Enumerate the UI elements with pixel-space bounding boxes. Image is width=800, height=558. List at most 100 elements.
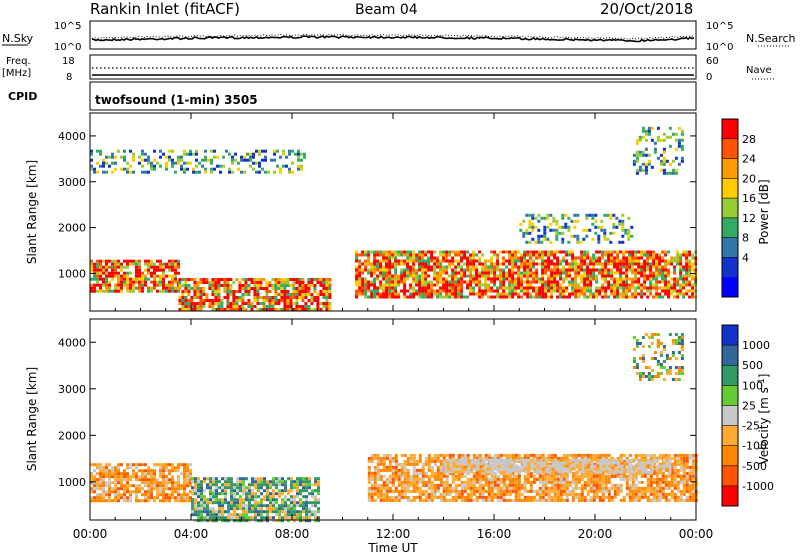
echo-cell: [645, 139, 648, 142]
echo-cell: [597, 226, 600, 229]
echo-cell: [461, 496, 464, 499]
echo-cell: [619, 269, 622, 272]
echo-cell: [600, 226, 603, 229]
echo-cell: [260, 507, 263, 510]
echo-cell: [452, 478, 455, 481]
echo-cell: [445, 257, 448, 260]
echo-cell: [197, 477, 200, 480]
echo-cell: [449, 484, 452, 487]
echo-cell: [209, 477, 212, 480]
echo-cell: [478, 272, 481, 275]
echo-cell: [663, 139, 666, 142]
echo-cell: [355, 278, 358, 281]
echo-cell: [649, 278, 652, 281]
echo-cell: [419, 478, 422, 481]
echo-cell: [482, 490, 485, 493]
echo-cell: [206, 504, 209, 507]
echo-cell: [317, 483, 320, 486]
echo-cell: [589, 272, 592, 275]
echo-cell: [506, 475, 509, 478]
echo-cell: [292, 281, 295, 284]
echo-cell: [239, 501, 242, 504]
echo-cell: [677, 481, 680, 484]
echo-cell: [518, 478, 521, 481]
echo-cell: [126, 162, 129, 165]
echo-cell: [403, 275, 406, 278]
echo-cell: [108, 290, 111, 293]
echo-cell: [373, 290, 376, 293]
echo-cell: [380, 490, 383, 493]
echo-cell: [380, 496, 383, 499]
echo-cell: [200, 483, 203, 486]
echo-cell: [208, 281, 211, 284]
echo-cell: [613, 287, 616, 290]
echo-cell: [481, 272, 484, 275]
echo-cell: [377, 463, 380, 466]
echo-cell: [310, 296, 313, 299]
echo-cell: [520, 275, 523, 278]
echo-cell: [236, 477, 239, 480]
echo-cell: [550, 272, 553, 275]
echo-cell: [577, 287, 580, 290]
echo-cell: [598, 257, 601, 260]
echo-cell: [691, 254, 694, 257]
echo-cell: [120, 487, 123, 490]
echo-cell: [531, 229, 534, 232]
echo-cell: [186, 493, 189, 496]
echo-cell: [505, 266, 508, 269]
echo-cell: [299, 513, 302, 516]
echo-cell: [512, 487, 515, 490]
echo-cell: [490, 296, 493, 299]
echo-cell: [656, 481, 659, 484]
echo-cell: [233, 510, 236, 513]
echo-cell: [595, 257, 598, 260]
echo-cell: [446, 499, 449, 502]
echo-cell: [135, 472, 138, 475]
echo-cell: [388, 257, 391, 260]
echo-cell: [108, 484, 111, 487]
echo-cell: [607, 281, 610, 284]
echo-cell: [162, 266, 165, 269]
echo-cell: [611, 475, 614, 478]
echo-cell: [508, 263, 511, 266]
echo-cell: [526, 296, 529, 299]
echo-cell: [517, 269, 520, 272]
echo-cell: [454, 269, 457, 272]
echo-cell: [473, 481, 476, 484]
echo-cell: [437, 457, 440, 460]
echo-cell: [213, 156, 216, 159]
echo-cell: [355, 296, 358, 299]
echo-cell: [135, 269, 138, 272]
echo-cell: [138, 284, 141, 287]
colorbar-tick-label: 24: [742, 153, 756, 166]
echo-cell: [105, 162, 108, 165]
echo-cell: [416, 484, 419, 487]
echo-cell: [512, 475, 515, 478]
echo-cell: [413, 463, 416, 466]
echo-cell: [566, 475, 569, 478]
echo-cell: [221, 492, 224, 495]
echo-cell: [138, 484, 141, 487]
echo-cell: [111, 153, 114, 156]
echo-cell: [449, 493, 452, 496]
echo-cell: [647, 478, 650, 481]
echo-cell: [517, 266, 520, 269]
echo-cell: [595, 296, 598, 299]
echo-cell: [144, 281, 147, 284]
echo-cell: [454, 287, 457, 290]
echo-cell: [664, 281, 667, 284]
echo-cell: [404, 490, 407, 493]
echo-cell: [123, 272, 126, 275]
echo-cell: [389, 490, 392, 493]
echo-cell: [554, 484, 557, 487]
echo-cell: [194, 492, 197, 495]
echo-cell: [355, 260, 358, 263]
echo-cell: [565, 287, 568, 290]
echo-cell: [177, 493, 180, 496]
echo-cell: [680, 490, 683, 493]
echo-cell: [629, 484, 632, 487]
echo-cell: [226, 299, 229, 302]
echo-cell: [550, 287, 553, 290]
echo-cell: [686, 463, 689, 466]
echo-cell: [458, 478, 461, 481]
